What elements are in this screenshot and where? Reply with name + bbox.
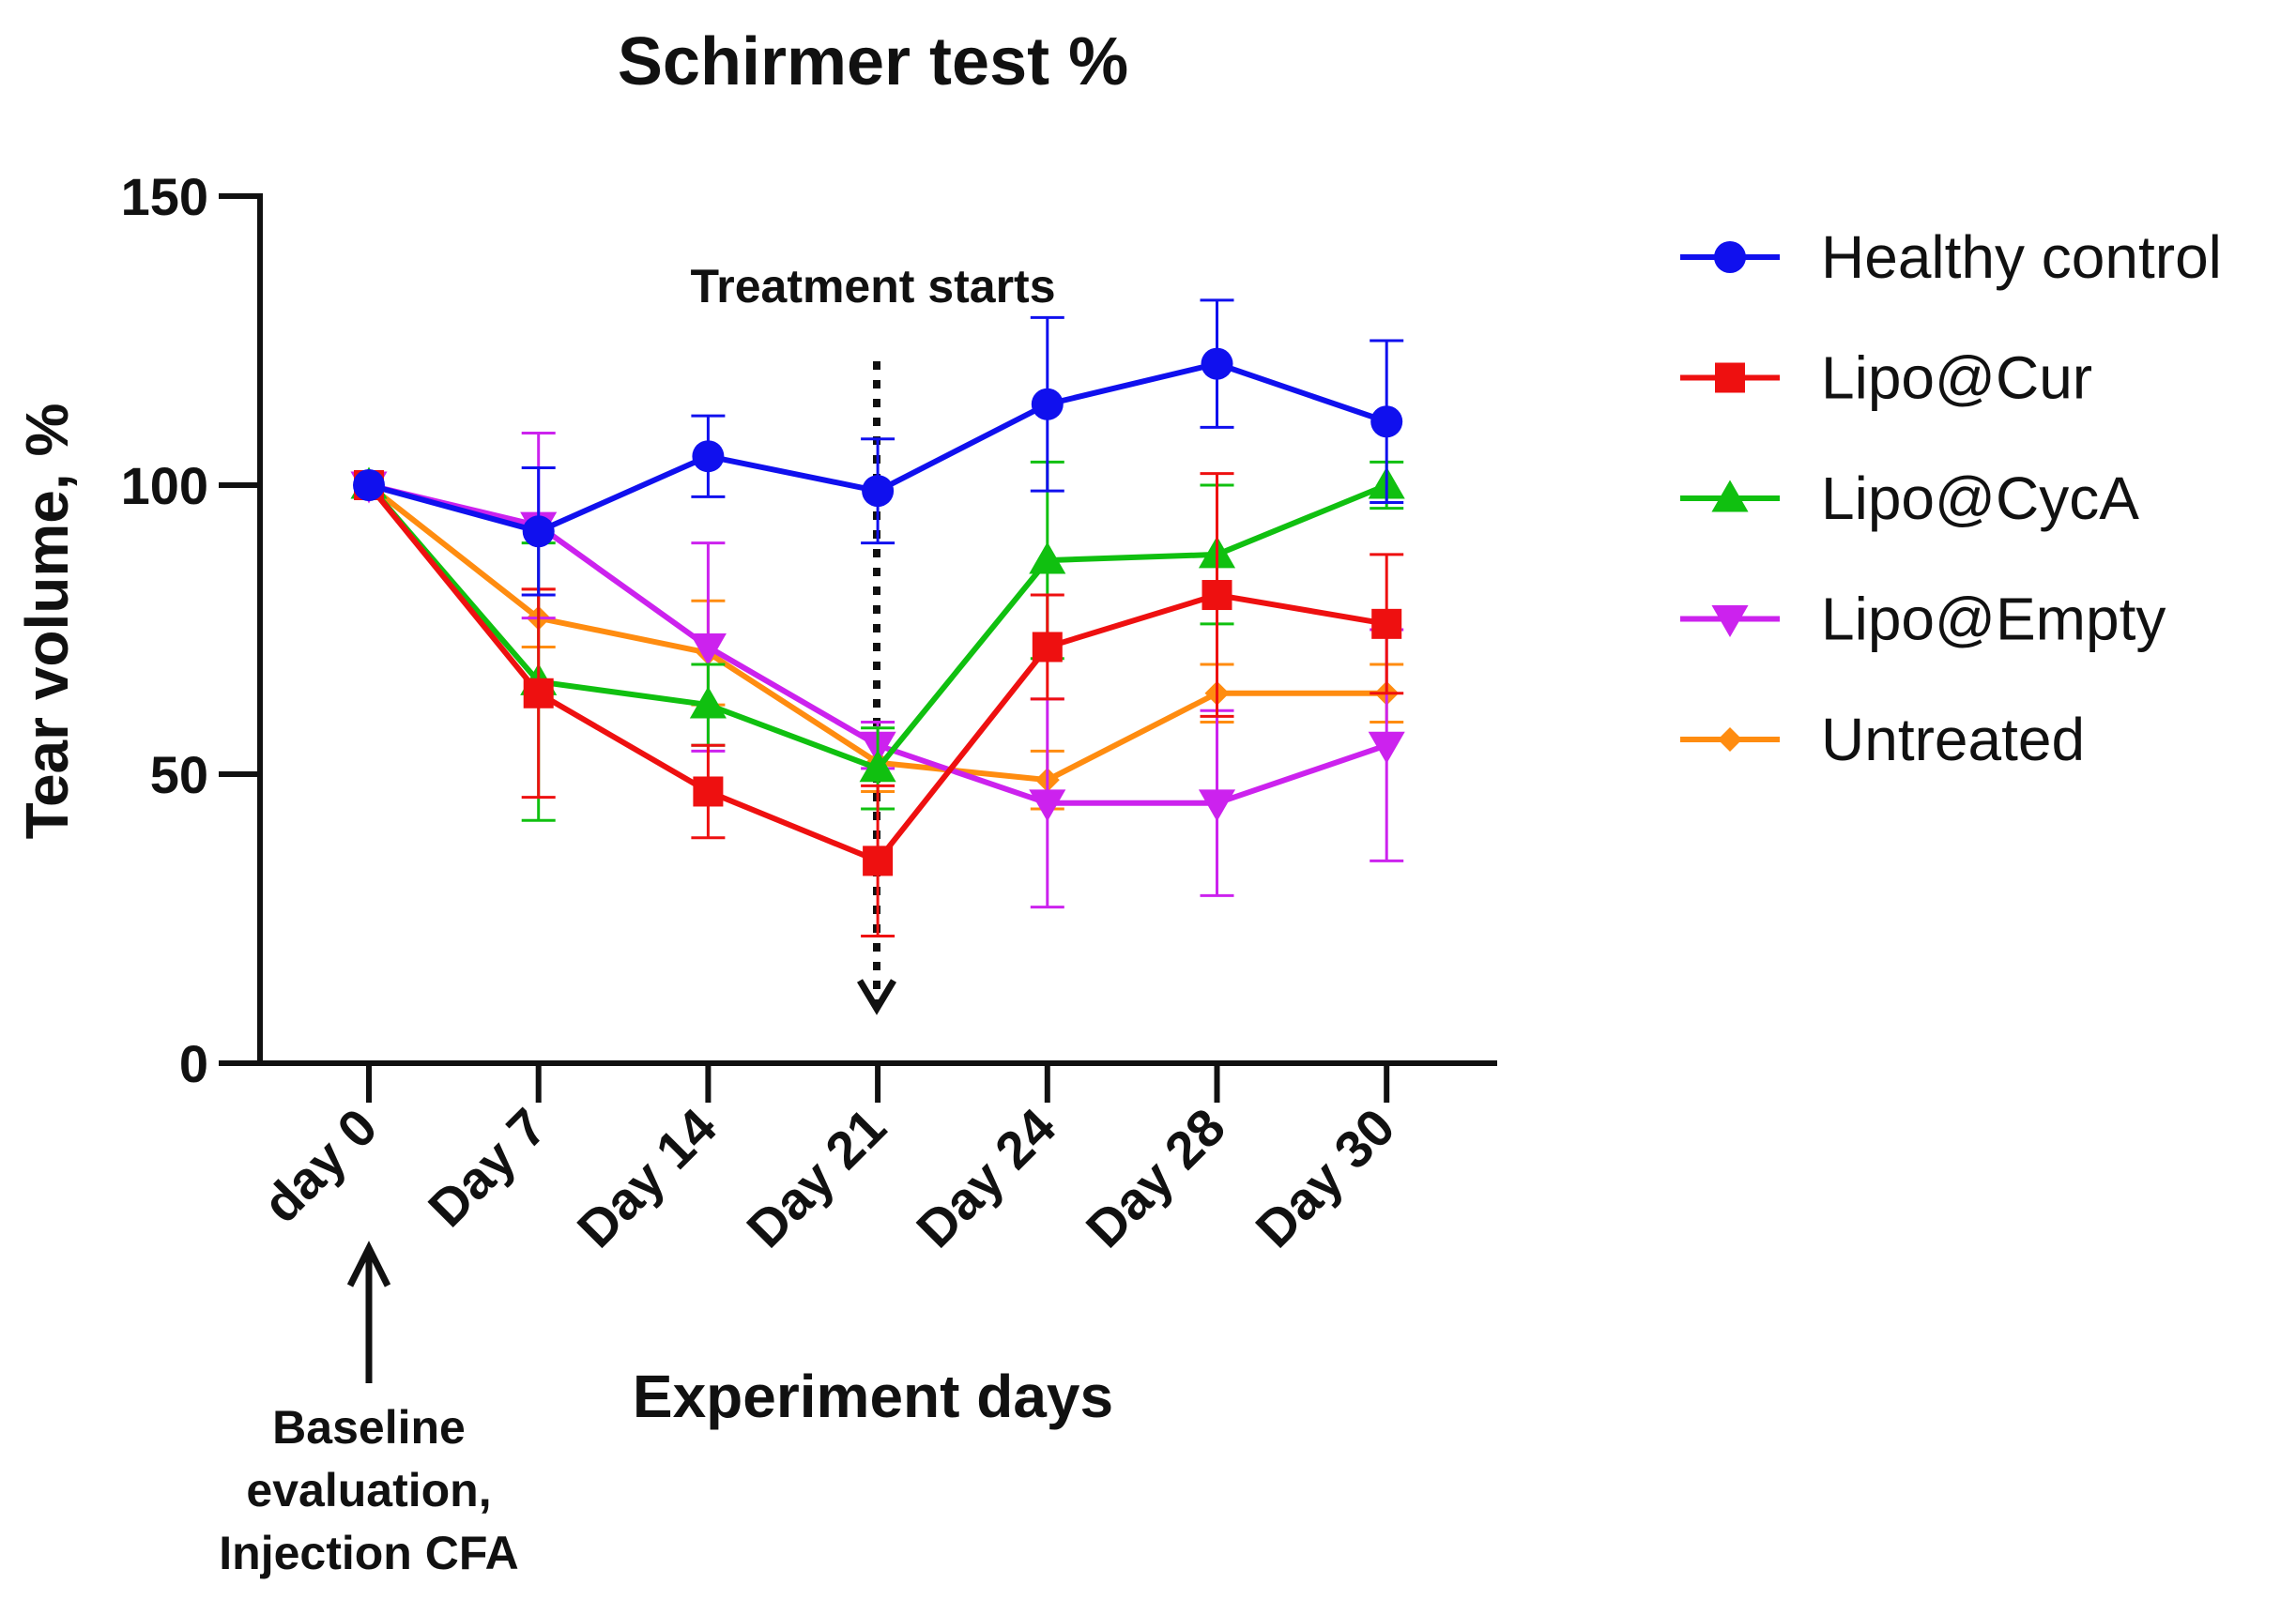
lipo-cyca-point: [689, 686, 727, 719]
lipo-cur-point: [1032, 632, 1063, 663]
healthy-control-point: [692, 440, 725, 473]
legend: Healthy control Lipo@Cur Lipo@CycA Lipo@Emp…: [1680, 223, 2222, 773]
treatment-starts-label: Treatment starts: [690, 260, 1055, 312]
treatment-arrow-head: [856, 979, 897, 1015]
y-ticks: 0 50 100 150: [121, 167, 260, 1093]
x-ticks: day 0 Day 7 Day 14 Day 21 Day 24 Day 28 Day 30: [252, 1063, 1406, 1258]
x-tick-label: Day 7: [417, 1097, 558, 1238]
lipo-cyca-point: [859, 750, 896, 783]
chart-title: Schirmer test %: [618, 24, 1128, 99]
legend-marker-healthy-control: [1714, 241, 1746, 273]
x-tick-label: day 0: [252, 1097, 389, 1234]
healthy-control-point: [1031, 388, 1064, 420]
y-tick-label: 0: [179, 1034, 208, 1093]
y-tick-label: 150: [121, 167, 208, 226]
x-tick-label: Day 21: [735, 1097, 896, 1258]
baseline-line-3: Injection CFA: [219, 1527, 518, 1579]
y-tick-label: 50: [150, 745, 208, 804]
series-layer: [350, 298, 1405, 937]
lipo-empty-point: [1368, 731, 1405, 764]
legend-label-lipo-cyca: Lipo@CycA: [1821, 465, 2139, 532]
legend-label-healthy-control: Healthy control: [1821, 223, 2222, 291]
x-tick-label: Day 24: [905, 1097, 1066, 1258]
legend-label-untreated: Untreated: [1821, 706, 2085, 773]
legend-label-lipo-empty: Lipo@Empty: [1821, 586, 2166, 653]
baseline-arrow-head: [346, 1241, 391, 1287]
baseline-line-1: Baseline: [272, 1401, 466, 1454]
healthy-control-point: [353, 469, 385, 501]
healthy-control-point: [1201, 347, 1233, 380]
healthy-control-point: [1370, 405, 1403, 438]
lipo-empty-point: [689, 633, 727, 666]
legend-marker-lipo-cyca: [1711, 480, 1749, 512]
lipo-cur-point: [1371, 608, 1402, 639]
lipo-cur-point: [863, 846, 894, 876]
lipo-cyca-point: [1029, 541, 1066, 574]
legend-label-lipo-cur: Lipo@Cur: [1821, 344, 2092, 412]
lipo-cur-point: [1202, 580, 1232, 611]
legend-marker-lipo-empty: [1711, 605, 1749, 638]
lipo-empty-point: [1198, 789, 1236, 822]
healthy-control-point: [522, 515, 555, 548]
legend-marker-lipo-cur: [1715, 362, 1745, 393]
lipo-empty-point: [1029, 789, 1066, 822]
x-axis-label: Experiment days: [633, 1363, 1113, 1430]
y-axis-label: Tear volume, %: [13, 404, 81, 840]
legend-marker-untreated: [1718, 727, 1742, 752]
lipo-cur-point: [523, 678, 554, 708]
baseline-line-2: evaluation,: [246, 1464, 491, 1516]
y-tick-label: 100: [121, 456, 208, 515]
lipo-cur-point: [693, 776, 724, 807]
healthy-control-point: [862, 475, 895, 508]
x-tick-label: Day 14: [566, 1097, 727, 1258]
series-Healthy control: [353, 298, 1404, 597]
x-tick-label: Day 30: [1244, 1097, 1405, 1258]
x-tick-label: Day 28: [1075, 1097, 1236, 1258]
